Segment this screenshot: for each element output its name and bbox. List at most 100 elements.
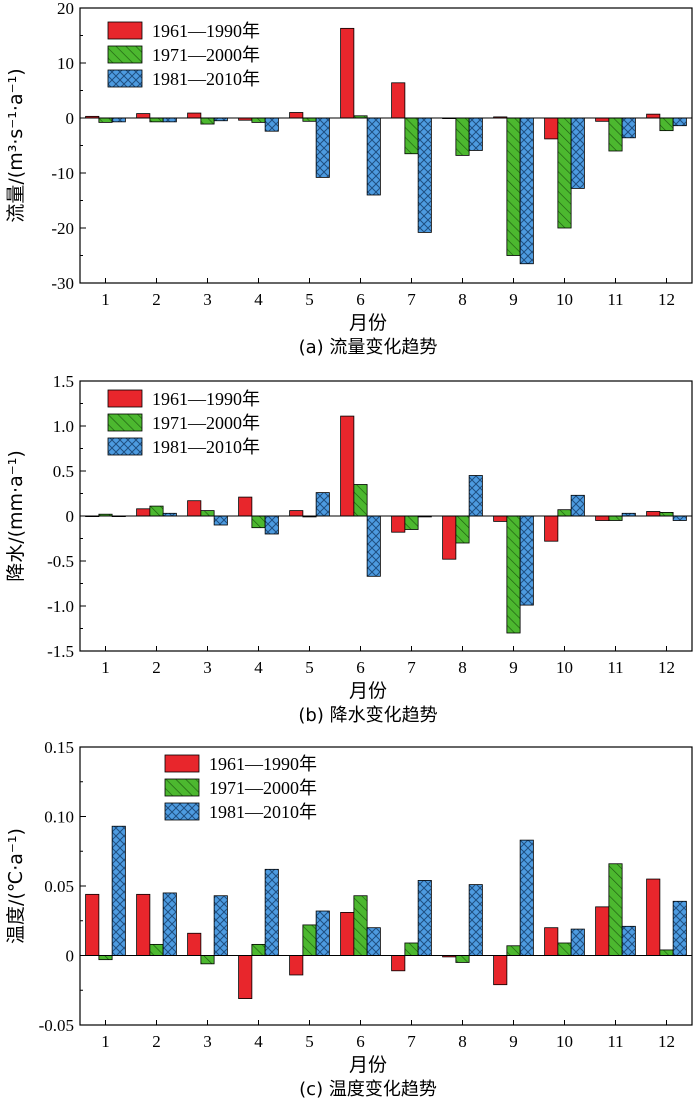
x-tick-label: 6: [356, 658, 365, 677]
x-tick-label: 9: [509, 1032, 518, 1051]
bar-p3-s2-m12: [659, 949, 674, 956]
x-tick-label: 12: [658, 290, 675, 309]
x-axis-label: 月份: [349, 680, 387, 702]
x-tick-label: 2: [152, 658, 161, 677]
y-axis-label: 流量/(m³·s⁻¹·a⁻¹): [5, 68, 27, 222]
y-tick-label: 0.10: [44, 808, 74, 827]
x-tick-label: 11: [607, 658, 623, 677]
legend-swatch-2: [164, 778, 200, 797]
bar-p1-s2-m12: [659, 117, 674, 132]
bar-p2-s2-m7: [404, 515, 419, 530]
bar-p3-s1-m6: [340, 912, 355, 956]
x-axis-label: 月份: [349, 1054, 387, 1076]
legend-label-1: 1961—1990年: [209, 754, 317, 774]
bar-p3-s3-m8: [468, 884, 483, 956]
bar-p3-s3-m6: [366, 927, 381, 956]
panel-caption: (c) 温度变化趋势: [299, 1079, 437, 1100]
x-tick-label: 12: [658, 658, 675, 677]
bar-p2-s3-m8: [468, 475, 483, 517]
bar-p3-s2-m5: [302, 924, 317, 956]
y-tick-label: 0.05: [44, 877, 74, 896]
bar-p1-s1-m12: [646, 113, 661, 119]
bar-p2-s1-m9: [493, 515, 508, 522]
bar-p2-s1-m3: [187, 500, 202, 517]
y-axis-label: 温度/(℃·a⁻¹): [5, 828, 27, 944]
bar-p1-s3-m1: [111, 117, 126, 123]
bar-p3-s1-m3: [187, 932, 202, 956]
bar-p3-s3-m12: [672, 900, 687, 956]
bar-p2-s1-m7: [391, 515, 406, 533]
y-tick-label: 0: [66, 109, 75, 128]
x-tick-label: 6: [356, 290, 365, 309]
x-tick-label: 7: [407, 290, 416, 309]
bar-p2-s2-m4: [251, 515, 266, 529]
bar-p1-s2-m9: [506, 117, 521, 256]
y-tick-label: 1.5: [53, 372, 74, 391]
bar-p1-s2-m10: [557, 117, 572, 229]
bar-p1-s1-m2: [136, 113, 151, 119]
bar-p2-s3-m4: [264, 515, 279, 535]
x-tick-label: 8: [458, 290, 467, 309]
bar-p2-s1-m4: [238, 496, 253, 517]
bar-p3-s3-m4: [264, 868, 279, 956]
bar-p3-s3-m2: [162, 892, 177, 956]
legend-label-1: 1961—1990年: [152, 389, 260, 409]
bar-p2-s2-m11: [608, 515, 623, 521]
y-tick-label: -0.5: [47, 552, 74, 571]
legend-swatch-3: [164, 802, 200, 821]
y-axis-label: 降水/(mm·a⁻¹): [5, 450, 27, 582]
panel-caption: (a) 流量变化趋势: [299, 337, 438, 358]
legend-swatch-1: [164, 754, 200, 773]
bar-p2-s1-m12: [646, 511, 661, 517]
y-tick-label: 20: [57, 0, 74, 18]
bar-p3-s1-m9: [493, 955, 508, 986]
bar-p2-s2-m8: [455, 515, 470, 544]
bar-p2-s3-m10: [570, 494, 585, 517]
legend-label-2: 1971—2000年: [209, 778, 317, 798]
bar-p1-s3-m7: [417, 117, 432, 233]
bar-p2-s1-m11: [595, 515, 610, 521]
bar-p2-s1-m6: [340, 415, 355, 517]
bar-p2-s1-m10: [544, 515, 559, 542]
x-tick-label: 11: [607, 290, 623, 309]
legend-swatch-2: [107, 413, 143, 432]
bar-p3-s3-m10: [570, 928, 585, 956]
bar-p1-s1-m5: [289, 112, 304, 119]
bar-p3-s2-m8: [455, 955, 470, 963]
y-tick-label: 0: [66, 507, 75, 526]
bar-p3-s3-m5: [315, 910, 330, 956]
x-tick-label: 7: [407, 1032, 416, 1051]
bar-p2-s2-m6: [353, 484, 368, 517]
bar-p1-s2-m11: [608, 117, 623, 152]
bar-p3-s1-m11: [595, 906, 610, 956]
bar-p1-s3-m8: [468, 117, 483, 151]
bar-p2-s2-m12: [659, 512, 674, 517]
x-tick-label: 9: [509, 658, 518, 677]
legend-label-3: 1981—2010年: [152, 437, 260, 457]
bar-p3-s1-m12: [646, 878, 661, 956]
bar-p3-s3-m1: [111, 825, 126, 956]
bar-p3-s3-m9: [519, 839, 534, 956]
x-tick-label: 6: [356, 1032, 365, 1051]
legend-swatch-3: [107, 437, 143, 456]
bar-p2-s3-m5: [315, 492, 330, 517]
y-tick-label: -30: [51, 274, 74, 293]
bar-p2-s2-m2: [149, 505, 164, 517]
bar-p2-s2-m3: [200, 510, 215, 517]
bar-p3-s2-m1: [98, 955, 113, 961]
x-tick-label: 9: [509, 290, 518, 309]
x-tick-label: 5: [305, 658, 314, 677]
x-tick-label: 8: [458, 1032, 467, 1051]
x-tick-label: 4: [254, 1032, 263, 1051]
bar-p2-s1-m8: [442, 515, 457, 560]
bar-p3-s2-m2: [149, 943, 164, 956]
legend-swatch-1: [107, 389, 143, 408]
bar-p1-s3-m10: [570, 117, 585, 189]
bar-p1-s3-m2: [162, 117, 177, 123]
y-tick-label: -0.05: [39, 1016, 74, 1035]
x-tick-label: 4: [254, 290, 263, 309]
legend-label-2: 1971—2000年: [152, 45, 260, 65]
x-tick-label: 3: [203, 658, 212, 677]
x-tick-label: 5: [305, 1032, 314, 1051]
